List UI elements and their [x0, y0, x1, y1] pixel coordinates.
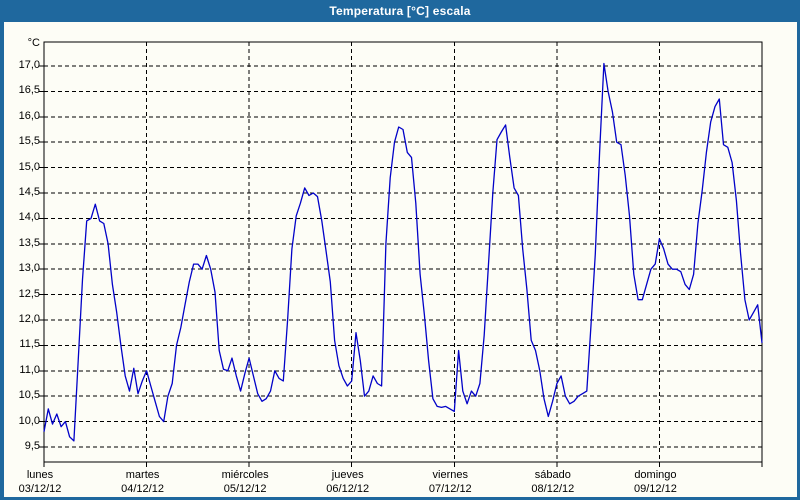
window-title: Temperatura [°C] escala — [329, 4, 471, 18]
window-titlebar: Temperatura [°C] escala — [0, 0, 800, 22]
chart-background — [4, 22, 797, 497]
